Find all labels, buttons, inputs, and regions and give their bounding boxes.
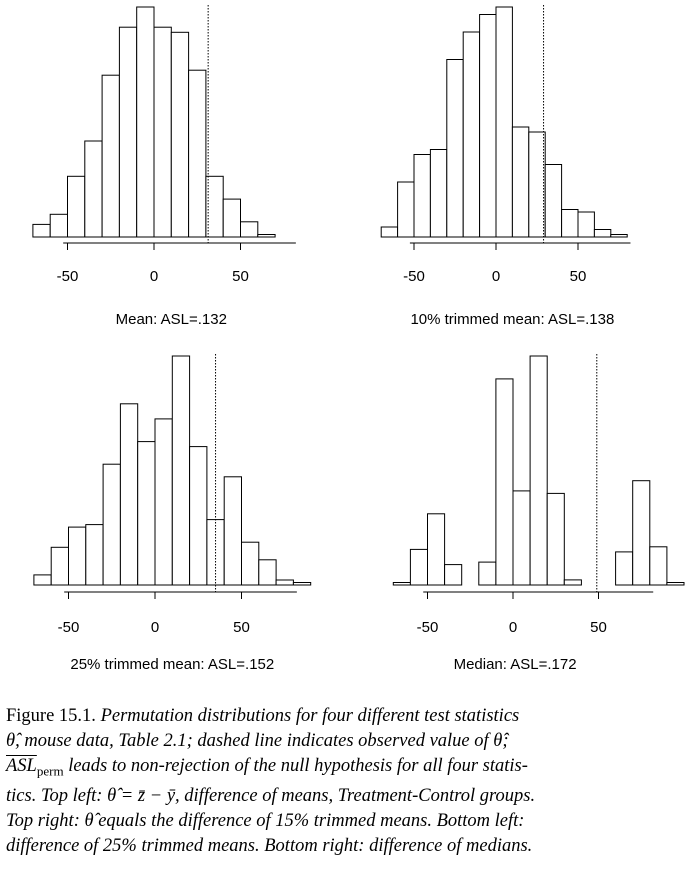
histogram-bar xyxy=(68,526,87,586)
x-tick-label: 0 xyxy=(492,268,500,285)
caption-line-6: difference of 25% trimmed means. Bottom … xyxy=(6,835,533,856)
histogram-bar xyxy=(632,480,651,586)
x-tick-label: 0 xyxy=(509,619,517,636)
histogram-bar xyxy=(495,6,513,238)
histogram-bar xyxy=(546,492,565,586)
histogram-bar xyxy=(119,403,139,586)
histogram-bar xyxy=(188,69,207,238)
histogram-bar xyxy=(50,546,69,586)
histogram-bar xyxy=(84,140,103,238)
histogram-bar xyxy=(189,446,208,586)
histogram-bar xyxy=(512,490,531,586)
histogram-bar xyxy=(615,551,634,586)
histogram-bar xyxy=(67,175,86,238)
histogram-bar xyxy=(136,6,155,238)
histogram-bar xyxy=(429,149,448,238)
histogram-bar xyxy=(444,564,463,586)
histogram-bar xyxy=(563,579,582,586)
caption-line-4: tics. Top left: θ̂ = z̄ − ȳ, difference … xyxy=(6,785,536,806)
panel-title: 10% trimmed mean: ASL=.138 xyxy=(410,311,614,328)
x-tick-label: 0 xyxy=(150,268,158,285)
histogram-bar xyxy=(462,31,481,238)
histogram-bar xyxy=(222,198,241,238)
histogram-bar xyxy=(154,418,173,586)
x-tick-label: -50 xyxy=(403,268,425,285)
histogram-bar xyxy=(275,579,294,586)
histogram-bar xyxy=(666,582,685,586)
panel-title: 25% trimmed mean: ASL=.152 xyxy=(70,656,274,673)
histogram-bar xyxy=(544,164,563,238)
x-tick-label: -50 xyxy=(57,268,79,285)
histogram-panels: -50 0 50 Mean: ASL=.132 -50 0 50 10% trimmed me… xyxy=(32,5,685,673)
x-tick-label: 50 xyxy=(570,268,587,285)
histogram-bar xyxy=(397,181,415,238)
panel-title: Mean: ASL=.132 xyxy=(116,311,227,328)
caption-line-1: Figure 15.1. Permutation distributions f… xyxy=(6,706,520,726)
histogram-bar xyxy=(511,126,530,238)
histogram-bar xyxy=(479,14,497,238)
figure-caption: Figure 15.1. Permutation distributions f… xyxy=(6,704,694,859)
histogram-bar xyxy=(380,226,399,238)
histogram-bar xyxy=(258,559,277,586)
histogram-bar xyxy=(413,154,431,238)
histogram-bar xyxy=(610,234,628,238)
histogram-bar xyxy=(292,582,312,586)
histogram-bar xyxy=(529,355,548,586)
histogram-bar xyxy=(427,513,446,586)
histogram-bar xyxy=(257,234,276,238)
asl-subscript: perm xyxy=(36,763,64,779)
histogram-bar xyxy=(409,548,428,586)
x-tick-label: 50 xyxy=(590,619,607,636)
panel-title: Median: ASL=.172 xyxy=(454,656,577,673)
histogram-bar xyxy=(153,26,172,238)
caption-line-2: θ̂, mouse data, Table 2.1; dashed line i… xyxy=(6,731,509,751)
histogram-bar xyxy=(49,213,68,238)
histogram-bar xyxy=(101,74,120,238)
caption-line-3: ASLperm leads to non-rejection of the nu… xyxy=(6,756,528,779)
histogram-bar xyxy=(495,378,514,586)
histogram-bar xyxy=(171,355,191,586)
caption-lead: Figure 15.1. xyxy=(6,706,96,726)
histogram-bar xyxy=(577,211,595,238)
histogram-bar xyxy=(33,574,52,586)
histogram-bar xyxy=(561,209,579,238)
histogram-bar xyxy=(102,463,121,586)
x-tick-label: -50 xyxy=(417,619,439,636)
histogram-bar xyxy=(649,546,668,586)
histogram-bar xyxy=(478,561,497,586)
histogram-bar xyxy=(137,441,156,586)
histogram-bar xyxy=(118,26,138,238)
asl-symbol: ASL xyxy=(6,756,37,776)
histogram-bar xyxy=(392,582,411,586)
caption-line-5: Top right: θ̂ equals the difference of 1… xyxy=(6,810,525,831)
histogram-bar xyxy=(593,229,612,238)
histogram-bar xyxy=(446,59,464,238)
histogram-bar xyxy=(240,221,259,238)
histogram-bar xyxy=(85,524,104,586)
histogram-bar xyxy=(223,476,242,586)
x-tick-label: 0 xyxy=(151,619,159,636)
x-tick-label: -50 xyxy=(58,619,80,636)
histogram-bar xyxy=(32,223,51,238)
histogram-bar xyxy=(241,541,260,586)
histogram-bar xyxy=(170,31,190,238)
x-tick-label: 50 xyxy=(233,619,250,636)
x-tick-label: 50 xyxy=(232,268,249,285)
histogram-bar xyxy=(528,131,546,238)
